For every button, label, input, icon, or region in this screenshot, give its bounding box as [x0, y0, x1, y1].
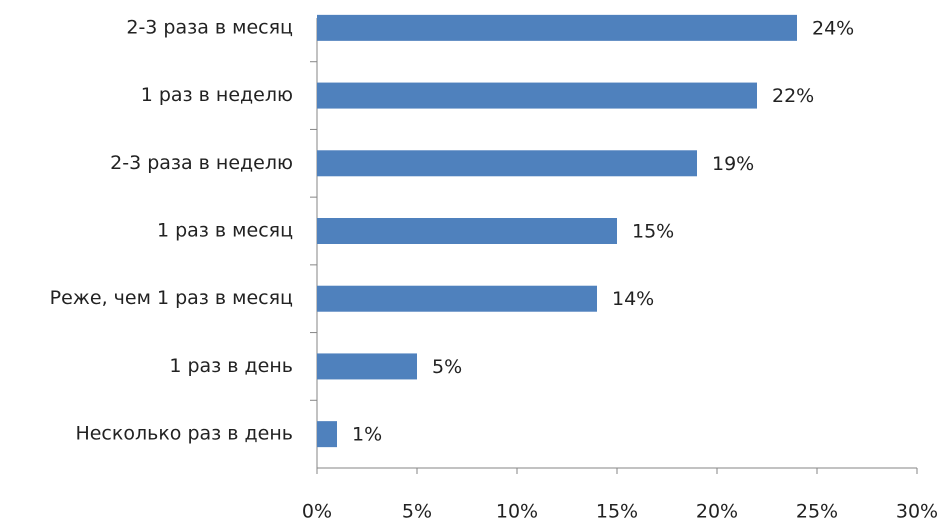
bar: [317, 82, 757, 109]
bar: [317, 353, 417, 380]
bar: [317, 14, 797, 41]
value-label: 24%: [812, 17, 854, 39]
bar: [317, 218, 617, 244]
y-tick-label: 1 раз в неделю: [141, 84, 293, 106]
x-tick-label: 0%: [302, 501, 332, 523]
y-tick-label: 2-3 раза в неделю: [110, 152, 293, 174]
value-label: 22%: [772, 85, 814, 107]
value-label: 1%: [352, 424, 382, 446]
value-label: 14%: [612, 288, 654, 310]
x-tick-label: 25%: [796, 501, 838, 523]
x-tick-label: 15%: [596, 501, 638, 523]
x-tick-label: 20%: [696, 501, 738, 523]
bar: [317, 421, 337, 448]
x-tick-label: 30%: [896, 501, 938, 523]
bar: [317, 150, 697, 177]
value-label: 5%: [432, 356, 462, 378]
value-label: 15%: [632, 221, 674, 243]
y-tick-label: 1 раз в день: [169, 355, 293, 377]
y-tick-label: Несколько раз в день: [75, 423, 293, 445]
y-tick-label: Реже, чем 1 раз в месяц: [50, 287, 293, 309]
bar: [317, 285, 597, 312]
x-tick-label: 10%: [496, 501, 538, 523]
y-tick-label: 1 раз в месяц: [157, 220, 293, 242]
value-label: 19%: [712, 153, 754, 175]
x-tick-label: 5%: [402, 501, 432, 523]
y-tick-label: 2-3 раза в месяц: [126, 16, 293, 38]
